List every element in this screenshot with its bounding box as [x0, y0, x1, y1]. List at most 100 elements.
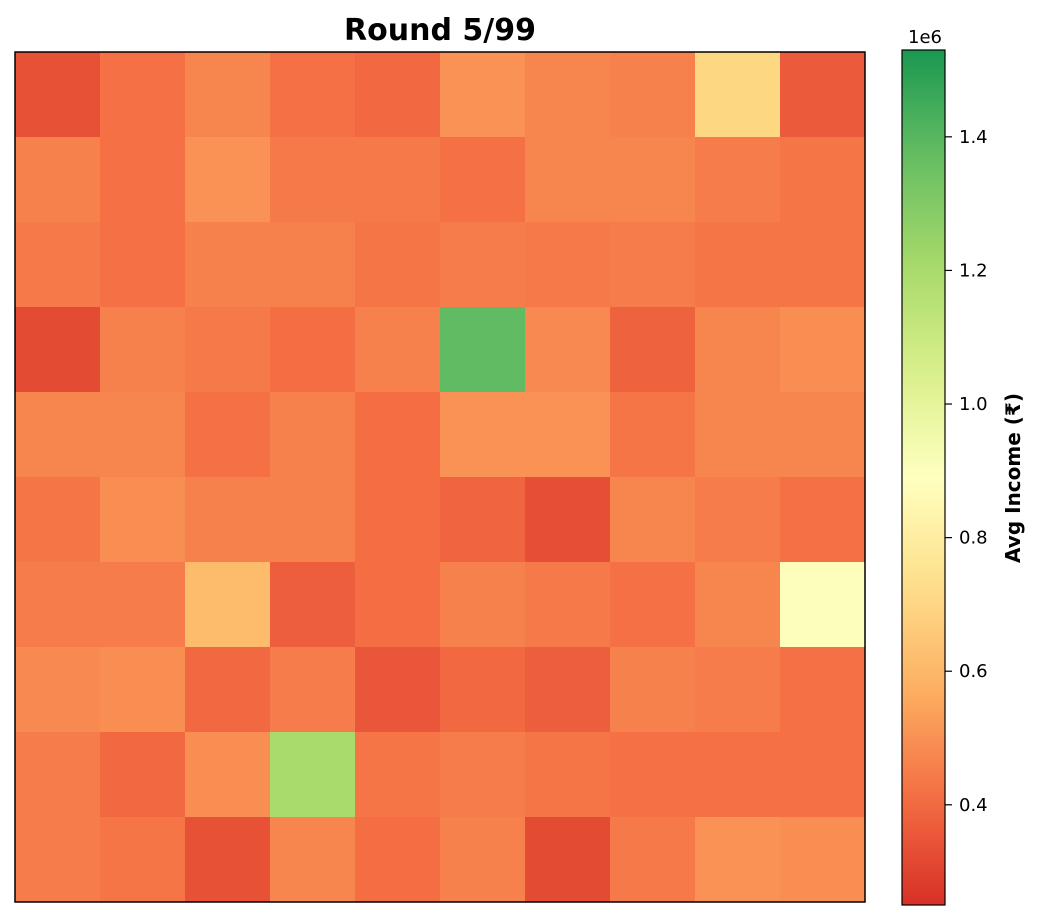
- heatmap-cell: [15, 562, 101, 648]
- heatmap-cell: [440, 137, 526, 223]
- heatmap-cell: [440, 562, 526, 648]
- heatmap-cell: [15, 647, 101, 733]
- heatmap-cell: [185, 732, 271, 818]
- heatmap-cell: [15, 222, 101, 308]
- heatmap-cell: [185, 647, 271, 733]
- heatmap-cell: [525, 392, 611, 478]
- heatmap-cell: [185, 562, 271, 648]
- heatmap-cell: [780, 307, 866, 393]
- heatmap-cell: [100, 137, 186, 223]
- heatmap-cell: [780, 392, 866, 478]
- heatmap-cell: [610, 732, 696, 818]
- heatmap-cell: [185, 52, 271, 138]
- heatmap-cell: [15, 52, 101, 138]
- heatmap-cell: [355, 477, 441, 563]
- heatmap-cell: [185, 477, 271, 563]
- heatmap-cell: [695, 562, 781, 648]
- heatmap-cell: [270, 137, 356, 223]
- heatmap-cell: [525, 732, 611, 818]
- heatmap-cell: [100, 732, 186, 818]
- heatmap-cell: [15, 392, 101, 478]
- heatmap-cell: [695, 732, 781, 818]
- heatmap-cell: [525, 562, 611, 648]
- heatmap-cell: [440, 647, 526, 733]
- heatmap-cell: [15, 732, 101, 818]
- heatmap-cell: [270, 307, 356, 393]
- heatmap-cell: [440, 732, 526, 818]
- heatmap-cell: [270, 392, 356, 478]
- heatmap-cell: [695, 392, 781, 478]
- heatmap-cell: [695, 647, 781, 733]
- heatmap-cell: [100, 477, 186, 563]
- heatmap-cell: [355, 307, 441, 393]
- heatmap-cell: [440, 817, 526, 903]
- heatmap-cell: [270, 222, 356, 308]
- heatmap-cell: [270, 562, 356, 648]
- heatmap-cell: [780, 137, 866, 223]
- heatmap-cell: [270, 732, 356, 818]
- heatmap-cell: [695, 477, 781, 563]
- heatmap-cell: [695, 307, 781, 393]
- heatmap-cell: [355, 222, 441, 308]
- heatmap-cell: [15, 137, 101, 223]
- colorbar-offset-text: 1e6: [908, 27, 942, 48]
- colorbar: [901, 49, 946, 906]
- heatmap-cell: [100, 647, 186, 733]
- heatmap-cell: [610, 392, 696, 478]
- colorbar-tick-label: 0.8: [959, 528, 988, 549]
- heatmap-cell: [610, 137, 696, 223]
- heatmap-cell: [610, 307, 696, 393]
- heatmap-cell: [780, 647, 866, 733]
- heatmap-cell: [440, 222, 526, 308]
- heatmap-cell: [440, 52, 526, 138]
- heatmap-cell: [525, 817, 611, 903]
- heatmap-cell: [355, 647, 441, 733]
- heatmap-cell: [355, 137, 441, 223]
- heatmap-cell: [270, 817, 356, 903]
- colorbar-tick-label: 1.4: [959, 127, 988, 148]
- colorbar-label: Avg Income (₹): [1001, 393, 1025, 563]
- heatmap-cell: [270, 52, 356, 138]
- heatmap-cell: [15, 307, 101, 393]
- heatmap-cell: [695, 817, 781, 903]
- heatmap-cell: [100, 817, 186, 903]
- heatmap-cell: [610, 647, 696, 733]
- heatmap-cell: [610, 817, 696, 903]
- heatmap-cells: [15, 52, 866, 903]
- heatmap-cell: [100, 392, 186, 478]
- heatmap-cell: [185, 137, 271, 223]
- colorbar-tick-label: 1.2: [959, 260, 988, 281]
- heatmap-cell: [100, 52, 186, 138]
- heatmap-cell: [15, 477, 101, 563]
- heatmap-cell: [355, 562, 441, 648]
- heatmap-cell: [780, 732, 866, 818]
- colorbar-ticks: 0.4 0.6 0.8 1.0 1.2 1.4: [945, 127, 988, 816]
- heatmap-cell: [780, 477, 866, 563]
- heatmap-cell: [525, 52, 611, 138]
- heatmap-cell: [525, 477, 611, 563]
- heatmap-cell: [270, 647, 356, 733]
- heatmap-cell: [440, 307, 526, 393]
- colorbar-tick-label: 0.4: [959, 795, 988, 816]
- chart-title: Round 5/99: [344, 13, 536, 48]
- heatmap-cell: [610, 477, 696, 563]
- heatmap-cell: [270, 477, 356, 563]
- heatmap-cell: [185, 817, 271, 903]
- heatmap-cell: [440, 477, 526, 563]
- heatmap-cell: [185, 307, 271, 393]
- heatmap-cell: [185, 392, 271, 478]
- heatmap-cell: [525, 307, 611, 393]
- heatmap-frame: [14, 51, 866, 903]
- heatmap-cell: [355, 817, 441, 903]
- heatmap-cell: [440, 392, 526, 478]
- heatmap-cell: [780, 222, 866, 308]
- heatmap-cell: [100, 562, 186, 648]
- heatmap-cell: [15, 817, 101, 903]
- heatmap-cell: [695, 222, 781, 308]
- heatmap-cell: [610, 222, 696, 308]
- heatmap-cell: [610, 52, 696, 138]
- heatmap-cell: [780, 562, 866, 648]
- colorbar-tick-label: 1.0: [959, 394, 988, 415]
- heatmap-cell: [100, 307, 186, 393]
